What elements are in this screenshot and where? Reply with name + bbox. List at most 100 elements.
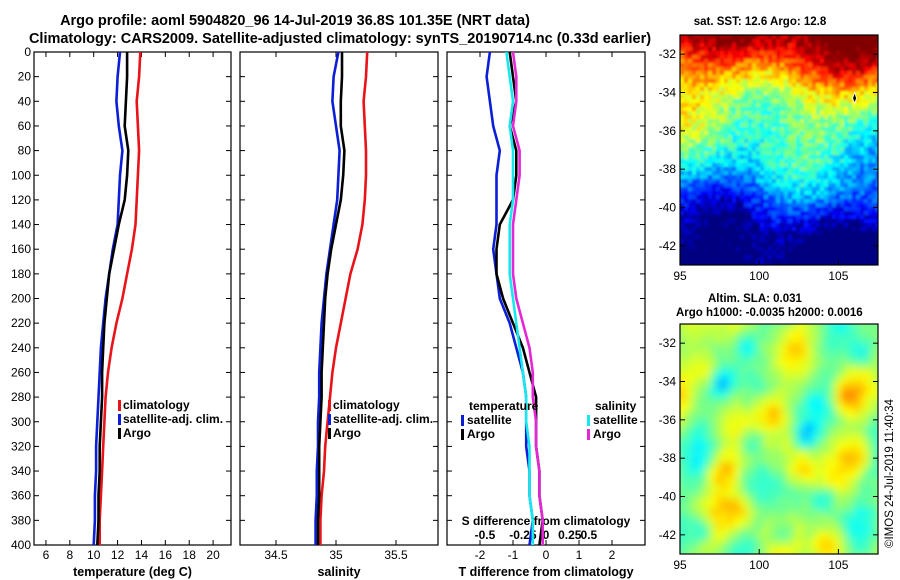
sst-cell <box>744 147 749 152</box>
sla-cell <box>740 516 747 523</box>
sla-cell <box>842 546 849 553</box>
sst-cell <box>848 263 853 265</box>
sst-cell <box>716 83 721 88</box>
sst-cell <box>740 43 745 48</box>
sst-cell <box>880 219 885 224</box>
sst-cell <box>872 215 877 220</box>
sst-cell <box>820 143 825 148</box>
sla-cell <box>824 432 831 439</box>
sst-cell <box>712 179 717 184</box>
sst-cell <box>756 55 761 60</box>
sst-cell <box>760 223 765 228</box>
sst-cell <box>740 75 745 80</box>
sst-cell <box>872 55 877 60</box>
sst-cell <box>848 91 853 96</box>
sst-cell <box>776 163 781 168</box>
sst-cell <box>832 187 837 192</box>
sst-cell <box>772 55 777 60</box>
sst-cell <box>864 191 869 196</box>
sla-cell <box>872 438 878 445</box>
sla-cell <box>680 360 687 367</box>
sla-cell <box>722 378 729 385</box>
sst-cell <box>708 107 713 112</box>
sst-cell <box>692 223 697 228</box>
sst-cell <box>844 239 849 244</box>
sst-cell <box>684 211 689 216</box>
sla-cell <box>776 522 783 529</box>
sst-cell <box>684 163 689 168</box>
sla-cell <box>704 552 711 554</box>
sst-cell <box>756 195 761 200</box>
sst-cell <box>880 75 885 80</box>
sst-cell <box>788 111 793 116</box>
sst-cell <box>788 231 793 236</box>
sst-cell <box>788 267 793 272</box>
sla-cell <box>878 324 885 331</box>
sst-cell <box>804 47 809 52</box>
sst-cell <box>728 263 733 265</box>
legend-label: satellite <box>593 413 638 427</box>
sst-cell <box>716 111 721 116</box>
sst-cell <box>864 219 869 224</box>
sla-cell <box>734 396 741 403</box>
sst-cell <box>716 39 721 44</box>
sst-cell <box>780 259 785 264</box>
sst-cell <box>768 131 773 136</box>
sst-cell <box>876 47 878 52</box>
sla-cell <box>758 546 765 553</box>
sla-cell <box>752 456 759 463</box>
sla-cell <box>776 402 783 409</box>
sst-cell <box>688 195 693 200</box>
sst-cell <box>788 99 793 104</box>
sst-cell <box>776 211 781 216</box>
sst-cell <box>736 223 741 228</box>
sst-cell <box>752 171 757 176</box>
sst-cell <box>768 47 773 52</box>
sst-cell <box>868 267 873 272</box>
sla-cell <box>704 456 711 463</box>
sst-cell <box>860 263 865 265</box>
sst-cell <box>796 91 801 96</box>
sst-cell <box>840 123 845 128</box>
x-tick-label: -1 <box>508 548 519 562</box>
sla-cell <box>716 498 723 505</box>
sst-cell <box>808 179 813 184</box>
sst-cell <box>832 103 837 108</box>
sla-cell <box>734 456 741 463</box>
sst-cell <box>820 191 825 196</box>
sst-cell <box>860 139 865 144</box>
sst-cell <box>788 235 793 240</box>
sst-cell <box>716 243 721 248</box>
sst-cell <box>732 51 737 56</box>
sst-cell <box>800 179 805 184</box>
sst-cell <box>788 47 793 52</box>
sla-cell <box>866 396 873 403</box>
sst-cell <box>708 215 713 220</box>
sla-cell <box>758 444 765 451</box>
sst-cell <box>816 243 821 248</box>
sst-cell <box>812 259 817 264</box>
sla-cell <box>860 426 867 433</box>
sla-cell <box>746 534 753 541</box>
sst-cell <box>772 263 777 265</box>
sst-cell <box>836 107 841 112</box>
sst-cell <box>808 55 813 60</box>
sla-cell <box>806 372 813 379</box>
sla-cell <box>866 342 873 349</box>
sst-cell <box>768 139 773 144</box>
sla-cell <box>716 510 723 517</box>
sst-cell <box>684 227 689 232</box>
sla-cell <box>818 540 825 547</box>
sla-cell <box>722 396 729 403</box>
sla-cell <box>740 342 747 349</box>
sla-cell <box>848 522 855 529</box>
sst-cell <box>740 55 745 60</box>
sla-cell <box>758 390 765 397</box>
sla-cell <box>794 456 801 463</box>
sst-cell <box>800 263 805 265</box>
sla-cell <box>758 480 765 487</box>
sst-cell <box>704 35 709 40</box>
sst-cell <box>792 235 797 240</box>
sst-cell <box>876 147 878 152</box>
sst-cell <box>696 179 701 184</box>
